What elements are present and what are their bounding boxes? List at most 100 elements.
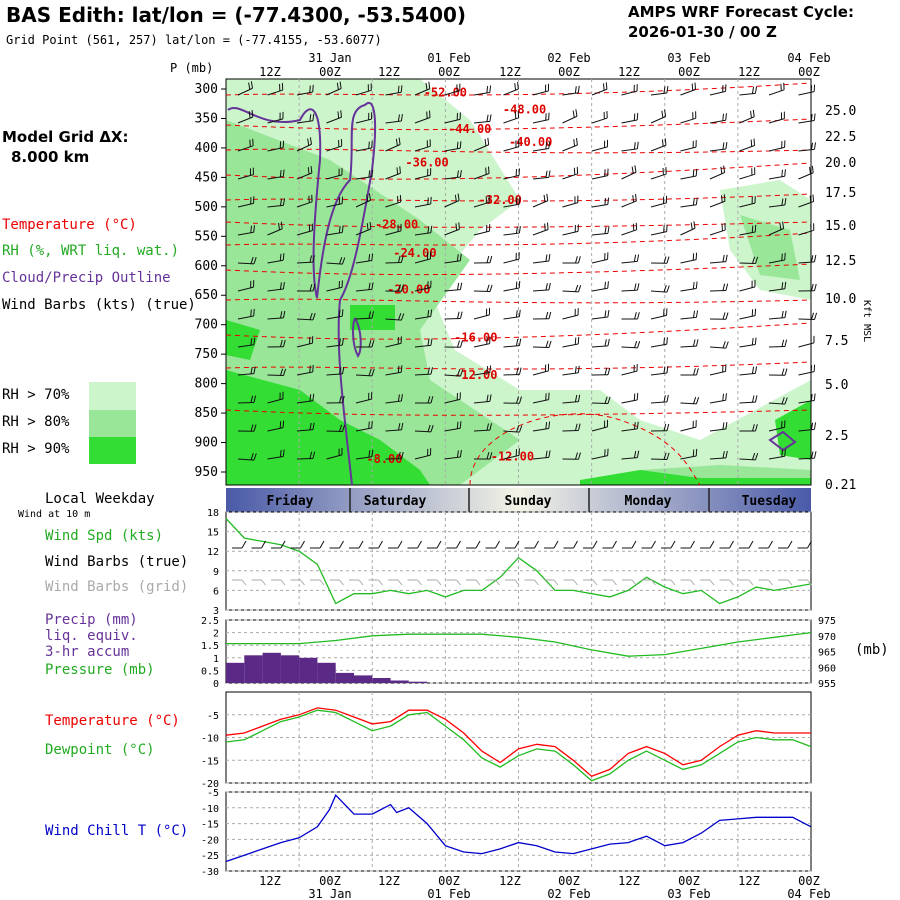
wind-barb-flag [810, 113, 813, 122]
wind-barb-flag [515, 226, 518, 234]
wind-barb-flag [337, 111, 340, 119]
wind-barb-flag [636, 450, 640, 458]
wind-barb-flag [309, 255, 312, 263]
wind-barb-flag [546, 193, 549, 201]
wind-barb-flag [784, 169, 786, 177]
pressure-tick-label-right: 965 [818, 648, 836, 659]
wind-barb-flag [577, 394, 581, 402]
wind-chill-line [225, 794, 812, 863]
top-hour-label: 00Z [319, 65, 341, 79]
pressure-tick-label: 300 [195, 82, 218, 97]
grid-point-subtitle: Grid Point (561, 257) lat/lon = (-77.415… [6, 33, 382, 47]
wind-barb-flag [578, 285, 582, 292]
isotherm-line [225, 409, 812, 416]
bottom-hour-label: 00Z [438, 874, 460, 888]
wind-barb-flag [486, 284, 490, 292]
cloud-outline [227, 102, 377, 486]
wind-barb-flag [637, 341, 641, 348]
wind-barb-flag [636, 283, 640, 291]
wind-barb-flag [282, 449, 285, 457]
top-hour-label: 12Z [738, 65, 760, 79]
wind-barb-flag [395, 138, 398, 146]
wind-barb-flag [810, 422, 814, 430]
wind-barb-flag [722, 341, 726, 349]
isotherm-label: -44.00 [448, 122, 491, 136]
wind-barb-flag [489, 255, 493, 263]
wind-barb-flag [604, 396, 608, 404]
wind-barb-flag [810, 142, 814, 150]
wind-barb-flag [607, 338, 610, 346]
wind-barb-flag [635, 193, 637, 202]
top-hour-label: 00Z [558, 65, 580, 79]
wind-barb-flag [459, 170, 462, 178]
wind-barb-flag [397, 313, 402, 321]
wind-barb-flag [694, 82, 697, 90]
wind-barb-flag [489, 114, 492, 122]
wind-barb-flag [400, 85, 403, 93]
wind-barb-flag [253, 395, 257, 403]
wind-barb-flag [811, 283, 814, 291]
wind-barb-flag [427, 197, 429, 205]
wind-barb-flag [516, 367, 519, 375]
wind-barb-flag [456, 450, 459, 458]
wind-barb-flag [400, 114, 403, 122]
wind-speed-tick-label: 15 [207, 528, 219, 539]
wind-barb-flag [455, 223, 458, 231]
wind-barb-flag [661, 139, 664, 147]
legend-rh: RH (%, WRT liq. wat.) [2, 243, 180, 259]
grid-wind-barb-flag [436, 579, 442, 586]
precip-tick-label: 0 [213, 679, 219, 690]
wind-barb-flag [544, 223, 546, 231]
wind-barb-flag [250, 309, 252, 317]
wind-barb-flag [813, 254, 817, 262]
model-grid-value: 8.000 km [11, 148, 90, 166]
wind-barb-flag [607, 281, 609, 289]
wind-barb-flag [753, 138, 756, 146]
wind-barb-flag [692, 449, 695, 457]
bottom-date-label: 03 Feb [667, 887, 710, 900]
grid-wind-barb-flag [807, 579, 812, 586]
wind-barb-flag [813, 422, 817, 430]
precip-bar [262, 652, 281, 683]
isotherm-label: -24.00 [393, 246, 436, 260]
wind-barb-flag [519, 367, 522, 375]
wind-barb-flag [338, 257, 343, 265]
wind-barb-flag [784, 252, 786, 260]
surface-wind-barb-flag [573, 540, 578, 549]
wind-barb-flag [781, 253, 783, 261]
wind-barb-flag [341, 309, 344, 317]
wind-barb-flag [460, 340, 463, 348]
grid-wind-barb-flag [787, 579, 793, 586]
wind-barb-flag [489, 284, 493, 292]
wind-barb-flag [515, 425, 520, 433]
wind-barb-flag [338, 309, 341, 317]
grid-wind-barb-flag [456, 579, 461, 586]
surface-wind-barb-flag [280, 540, 286, 549]
isotherm-label: -28.00 [375, 218, 418, 232]
wind-barb-flag [754, 224, 757, 232]
wind-speed-tick-label: 9 [213, 567, 219, 578]
wind-barb-flag [312, 393, 315, 401]
wind-barb-flag [428, 81, 431, 89]
wind-barb-flag [282, 198, 286, 206]
precip-bar [372, 678, 391, 683]
grid-wind-barb-flag [592, 579, 598, 586]
wind-barb-flag [427, 367, 430, 375]
wind-barb-flag [430, 309, 433, 317]
wind-barb-flag [459, 421, 462, 429]
wind-barb-flag [722, 254, 725, 262]
wind-barb-flag [250, 338, 253, 346]
wind-barb-flag [371, 420, 373, 428]
wind-barb-flag [725, 341, 729, 349]
bottom-hour-label: 00Z [798, 874, 820, 888]
wind-barb-flag [278, 222, 280, 230]
wind-barb-flag [427, 226, 430, 234]
wind-barb-flag [430, 196, 432, 204]
wind-barb-flag [781, 368, 785, 376]
legend-wind-barbs: Wind Barbs (kts) (true) [2, 297, 196, 313]
wind-barb-flag [695, 281, 698, 289]
surface-wind-barb-flag [339, 540, 344, 549]
top-hour-label: 00Z [798, 65, 820, 79]
wind-barb-flag [427, 424, 431, 432]
surface-wind-barb-flag [670, 540, 676, 549]
